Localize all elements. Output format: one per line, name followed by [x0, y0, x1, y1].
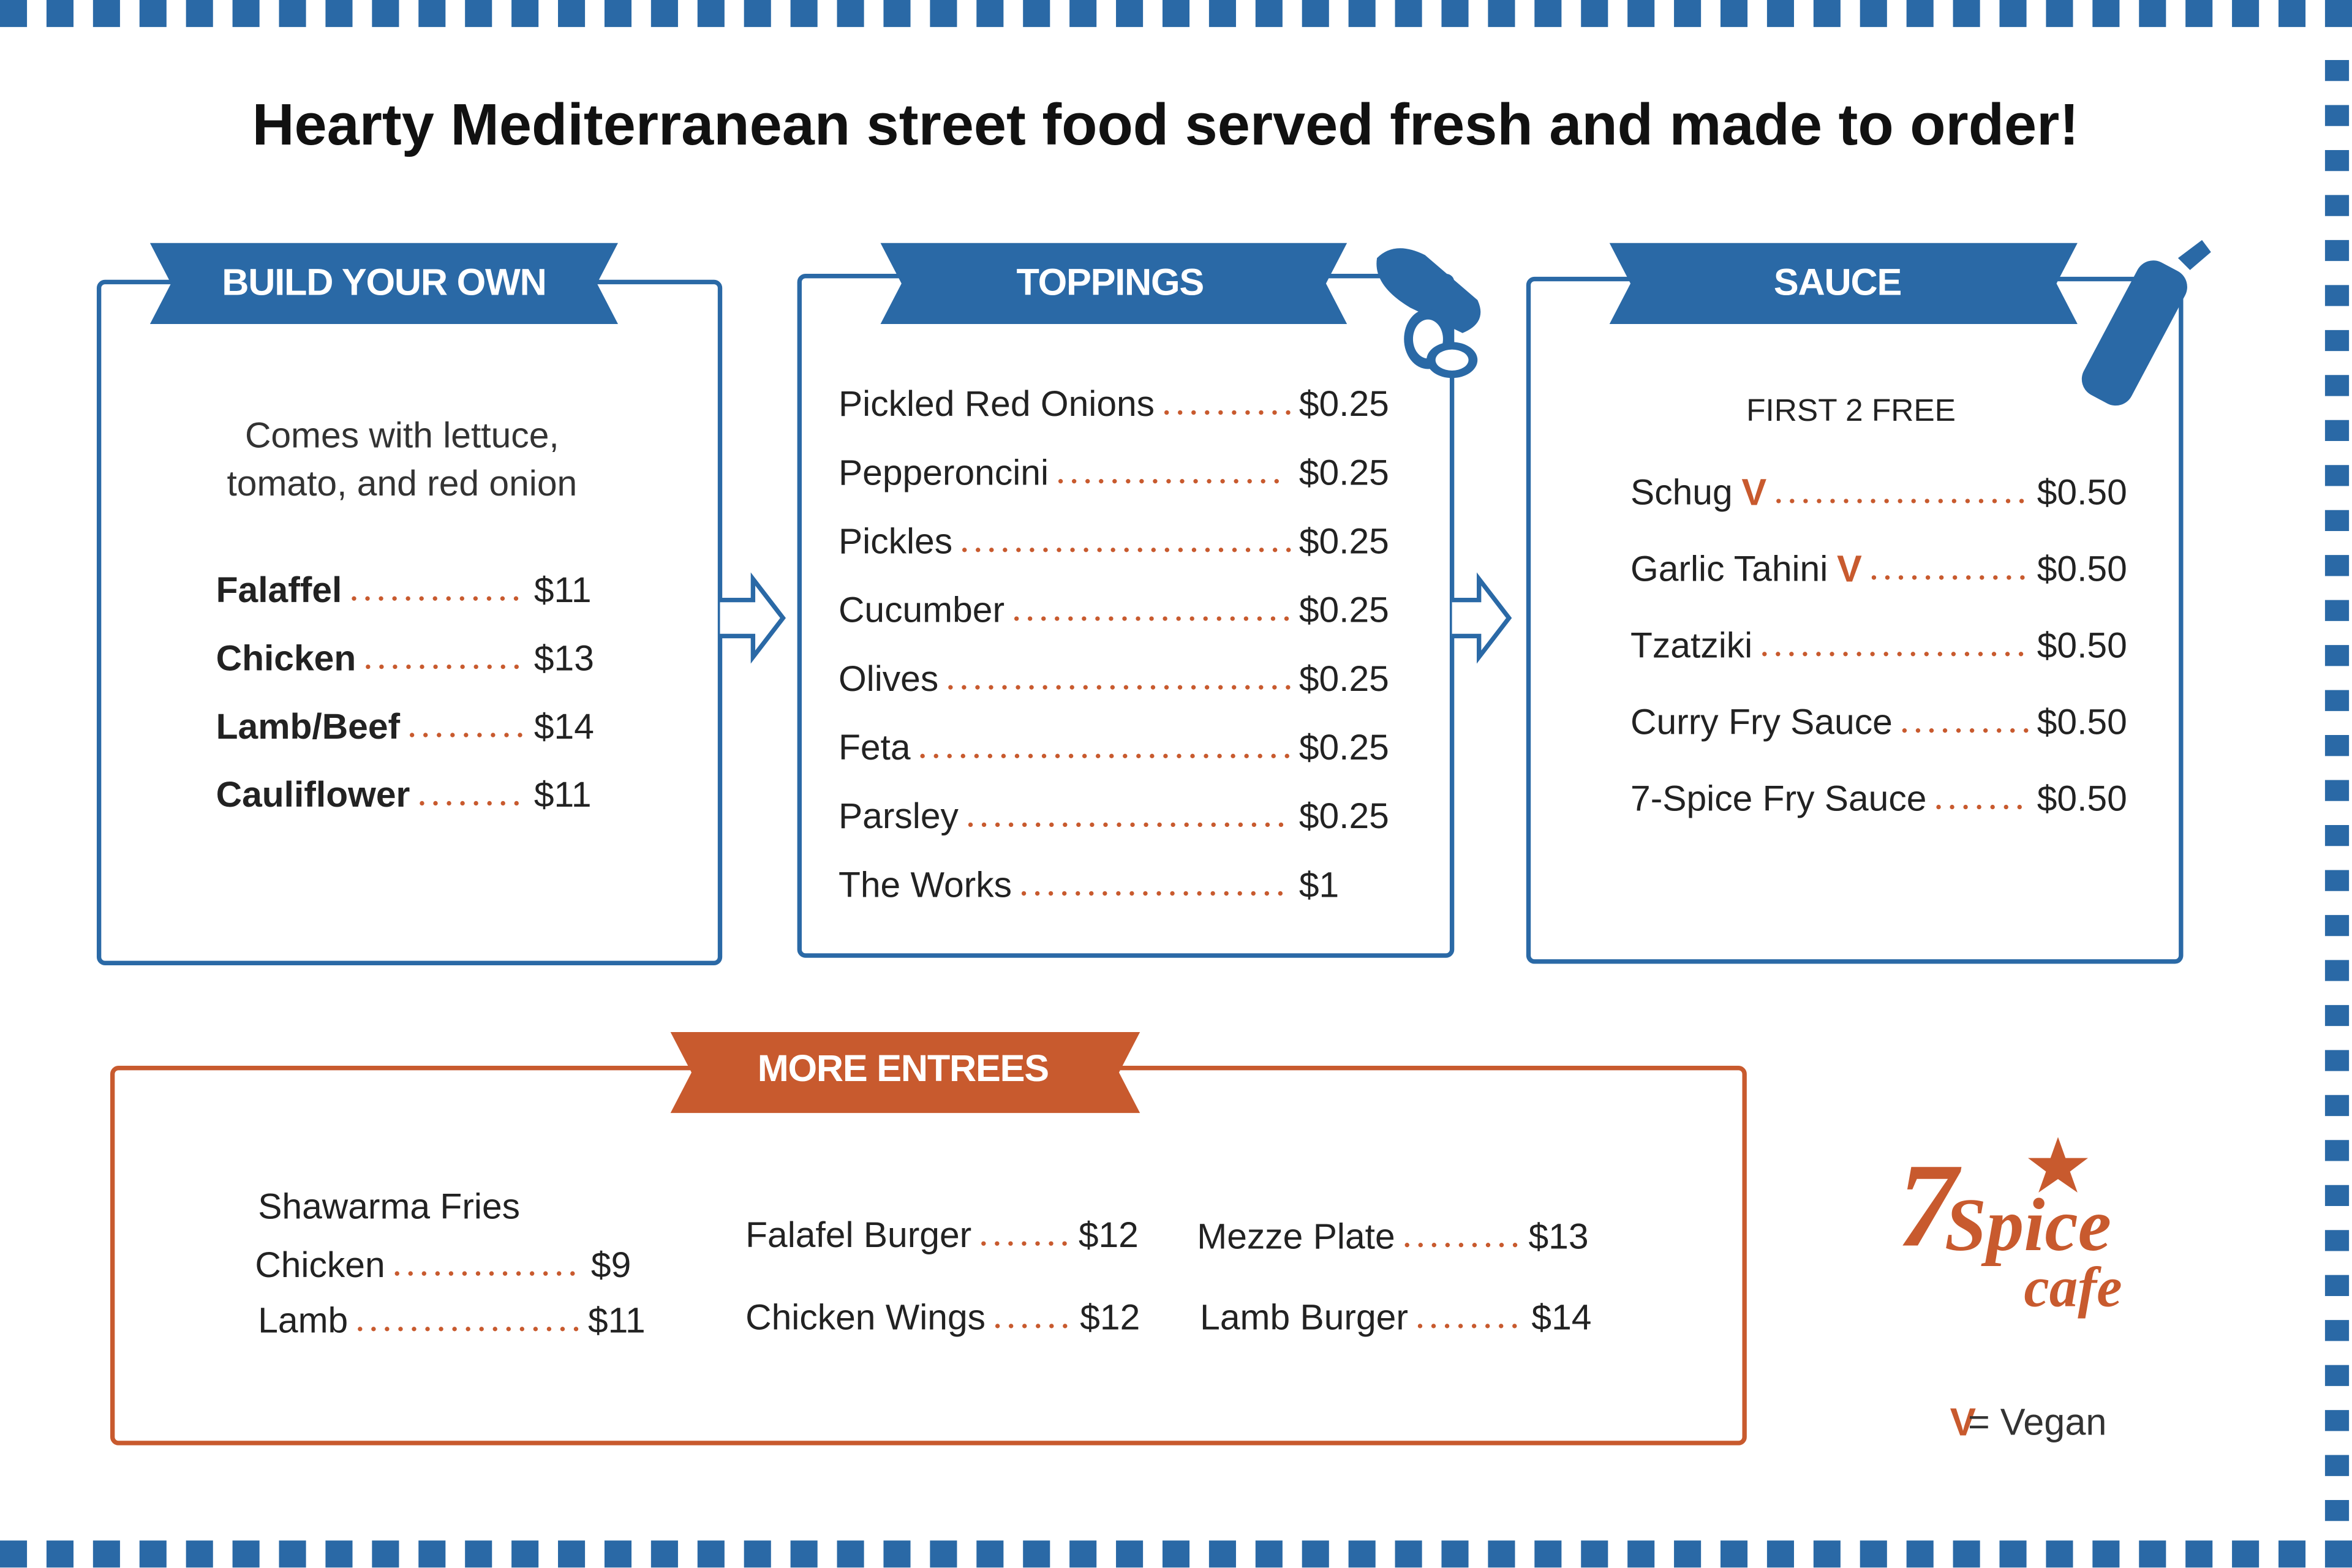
item-price: $11: [534, 570, 592, 610]
description: tomato, and red onion: [227, 464, 577, 503]
item-price: $13: [1529, 1216, 1589, 1256]
banner: [880, 243, 1348, 325]
item-price: $0.50: [2037, 626, 2127, 666]
item-name: Falaffel: [216, 570, 342, 610]
item-name: Lamb Burger: [1200, 1298, 1408, 1338]
item-price: $0.25: [1299, 453, 1389, 492]
item-price: $0.25: [1299, 728, 1389, 767]
group-title: Shawarma Fries: [258, 1186, 520, 1226]
item-name: Pepperoncini: [839, 453, 1049, 492]
item-name: The Works: [839, 865, 1012, 905]
item-price: $12: [1080, 1298, 1140, 1338]
item-name: Mezze Plate: [1197, 1216, 1395, 1256]
item-price: $0.50: [2037, 549, 2127, 589]
item-name: Schug: [1630, 473, 1733, 513]
banner: [149, 243, 618, 325]
bottle-icon: [2081, 239, 2211, 406]
arrow: [1452, 572, 1512, 664]
item-price: $13: [534, 638, 594, 678]
item-price: $11: [534, 775, 592, 815]
item-name: Chicken: [216, 638, 356, 678]
section-title: TOPPINGS: [1017, 262, 1204, 303]
item-name: Pickled Red Onions: [839, 384, 1155, 424]
vegan-mark: V: [1837, 548, 1862, 589]
item-price: $0.25: [1299, 796, 1389, 836]
item-price: $9: [591, 1245, 631, 1285]
description: Comes with lettuce,: [245, 416, 559, 456]
section-title: BUILD YOUR OWN: [222, 262, 546, 303]
item-price: $14: [1531, 1298, 1591, 1338]
item-name: Lamb/Beef: [216, 707, 401, 747]
item-price: $0.50: [2037, 778, 2127, 818]
item-price: $0.25: [1299, 384, 1389, 424]
logo-word: Spice: [1945, 1184, 2111, 1267]
headline: Hearty Mediterranean street food served …: [252, 92, 2079, 157]
banner: [670, 1031, 1140, 1114]
logo-number: 7: [1898, 1139, 1962, 1272]
section-title: MORE ENTREES: [758, 1047, 1049, 1089]
item-name: Parsley: [839, 796, 959, 836]
logo-star: [2028, 1137, 2088, 1193]
item-price: $11: [588, 1301, 646, 1341]
item-name: Chicken Wings: [745, 1298, 986, 1338]
box: [96, 279, 723, 965]
cucumber-icon: [1376, 248, 1481, 379]
logo-sub: cafe: [2024, 1256, 2122, 1319]
item-name: Garlic Tahini: [1630, 549, 1828, 589]
item-name: Lamb: [258, 1301, 348, 1341]
item-name: Falafel Burger: [745, 1215, 971, 1255]
item-name: 7-Spice Fry Sauce: [1630, 778, 1926, 818]
item-name: Curry Fry Sauce: [1630, 702, 1893, 742]
item-price: $0.50: [2037, 702, 2127, 742]
item-name: Olives: [839, 659, 938, 699]
item-price: $0.25: [1299, 590, 1389, 630]
item-price: $1: [1299, 865, 1339, 905]
vegan-mark: V: [1741, 471, 1766, 513]
item-name: Cucumber: [839, 590, 1005, 630]
legend-text: = Vegan: [1968, 1401, 2106, 1443]
arrow: [720, 572, 786, 664]
item-price: $0.50: [2037, 473, 2127, 513]
item-price: $0.25: [1299, 659, 1389, 699]
section-title: SAUCE: [1774, 262, 1901, 303]
banner: [1609, 243, 2078, 325]
item-name: Feta: [839, 728, 911, 767]
item-price: $14: [534, 707, 594, 747]
item-name: Chicken: [255, 1245, 385, 1285]
item-name: Tzatziki: [1630, 626, 1752, 666]
note: FIRST 2 FREE: [1746, 392, 1956, 428]
item-name: Cauliflower: [216, 775, 410, 815]
item-price: $12: [1079, 1215, 1139, 1255]
legend-mark: V: [1950, 1400, 1977, 1444]
item-name: Pickles: [839, 522, 952, 562]
item-price: $0.25: [1299, 522, 1389, 562]
